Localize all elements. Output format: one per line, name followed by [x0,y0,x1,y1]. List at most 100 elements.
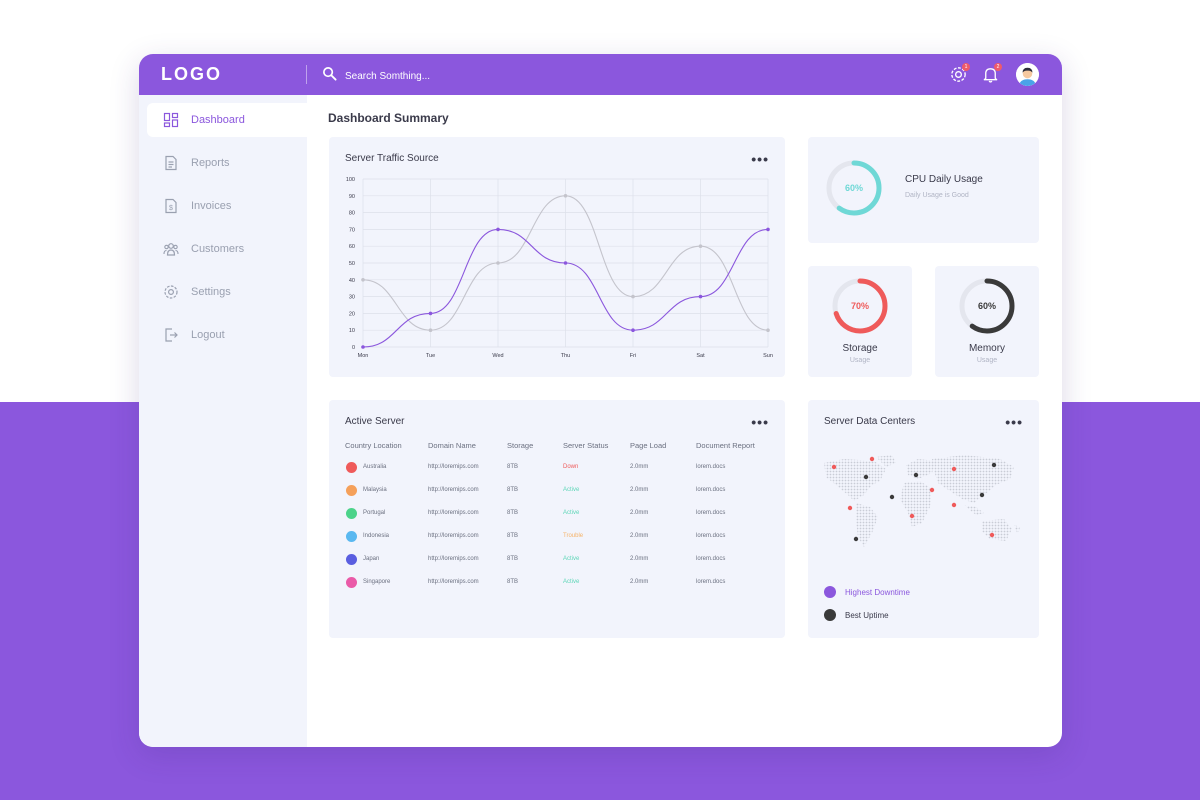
table-row[interactable]: Australia http://loremips.com 8TB Down 2… [329,460,785,476]
cpu-gauge-arc [826,160,882,216]
reports-icon [165,155,177,171]
invoices-icon: $ [165,198,177,214]
topbar-divider [306,65,307,84]
search-input[interactable] [345,70,525,82]
legend-best-uptime: Best Uptime [824,609,889,621]
storage-gauge [832,278,888,334]
storage-value: 70% [850,301,869,311]
more-options-icon[interactable]: ••• [751,414,769,430]
legend-highest-downtime: Highest Downtime [824,586,910,598]
data-point [563,194,568,198]
column-header: Storage [507,441,534,450]
logout-icon [165,328,178,342]
column-header: Document Report [696,441,755,450]
y-tick-label: 90 [349,194,355,200]
table-row[interactable]: Japan http://loremips.com 8TB Active 2.0… [329,552,785,568]
table-row[interactable]: Singapore http://loremips.com 8TB Active… [329,575,785,591]
load-cell: 2.0mm [630,487,649,493]
data-point [496,261,500,265]
memory-value: 60% [977,301,996,311]
y-tick-label: 60 [349,244,355,250]
column-header: Country Location [345,441,402,450]
bell-icon [983,68,998,83]
table-row[interactable]: Malaysia http://loremips.com 8TB Active … [329,483,785,499]
settings-icon [164,285,178,299]
country-dot [346,508,357,519]
avatar[interactable] [1016,63,1039,86]
more-options-icon[interactable]: ••• [1005,414,1023,430]
settings-badge: 1 [962,63,970,71]
sidebar-item-logout[interactable]: Logout [147,318,307,352]
data-point [766,328,770,332]
x-tick-label: Sat [696,353,705,359]
dashboard-window: LOGO 1 2 Dashboard [139,54,1062,747]
gear-icon [951,67,966,82]
page-title: Dashboard Summary [328,111,449,125]
table-row[interactable]: Portugal http://loremips.com 8TB Active … [329,506,785,522]
sidebar-item-label: Invoices [191,200,232,212]
customers-icon [163,243,179,256]
domain-cell: http://loremips.com [428,556,479,562]
report-cell: lorem.docs [696,579,726,585]
notifications-button[interactable]: 2 [981,63,1002,84]
storage-cell: 8TB [507,510,519,516]
data-point [698,294,703,299]
table-row[interactable]: Indonesia http://loremips.com 8TB Troubl… [329,529,785,545]
column-header: Server Status [563,441,609,450]
active-server-card: Active Server ••• Country Location Domai… [329,400,785,638]
status-cell: Active [563,579,580,585]
data-point [361,345,365,349]
report-cell: lorem.docs [696,487,726,493]
domain-cell: http://loremips.com [428,510,479,516]
load-cell: 2.0mm [630,464,649,470]
more-options-icon[interactable]: ••• [751,151,769,167]
memory-gauge [959,278,1015,334]
sidebar-item-label: Logout [191,329,225,341]
sidebar-item-invoices[interactable]: $ Invoices [147,189,307,223]
country-dot [346,577,357,588]
load-cell: 2.0mm [630,510,649,516]
legend-label: Highest Downtime [845,587,910,597]
sidebar-item-dashboard[interactable]: Dashboard [147,103,307,137]
y-tick-label: 50 [349,261,355,267]
country-cell: Portugal [363,510,386,516]
y-tick-label: 70 [349,227,355,233]
report-cell: lorem.docs [696,533,726,539]
load-cell: 2.0mm [630,556,649,562]
legend-label: Best Uptime [845,610,889,620]
cpu-gauge [826,160,882,216]
sidebar-item-settings[interactable]: Settings [147,275,307,309]
cpu-subtitle: Daily Usage is Good [905,192,969,199]
report-cell: lorem.docs [696,556,726,562]
report-cell: lorem.docs [696,510,726,516]
domain-cell: http://loremips.com [428,464,479,470]
y-tick-label: 20 [349,311,355,317]
sidebar-item-reports[interactable]: Reports [147,146,307,180]
status-cell: Trouble [563,533,584,539]
settings-notification-button[interactable]: 1 [949,63,970,84]
domain-cell: http://loremips.com [428,579,479,585]
status-cell: Active [563,510,580,516]
data-point [361,278,365,282]
cpu-usage-card: 60% CPU Daily Usage Daily Usage is Good [808,137,1039,243]
logo[interactable]: LOGO [161,64,222,84]
country-dot [346,485,357,496]
memory-sub: Usage [976,357,998,364]
server-data-centers-card: Server Data Centers ••• [808,400,1039,638]
memory-gauge-arc [959,278,1015,334]
storage-gauge-arc [832,278,888,334]
data-point [428,311,433,316]
sidebar: Dashboard Reports $ Invoices Customers S… [139,95,307,747]
server-traffic-card: Server Traffic Source ••• 0 10 20 30 40 50 60 7… [329,137,785,377]
country-cell: Japan [363,556,380,562]
sidebar-item-label: Customers [191,243,245,255]
search-icon[interactable] [322,66,337,86]
sidebar-item-customers[interactable]: Customers [147,232,307,266]
status-cell: Down [563,464,579,470]
storage-cell: 8TB [507,556,519,562]
column-header: Page Load [630,441,667,450]
cpu-value: 60% [844,183,863,193]
search-box[interactable] [322,66,525,86]
top-bar: LOGO 1 2 [139,54,1062,95]
domain-cell: http://loremips.com [428,487,479,493]
